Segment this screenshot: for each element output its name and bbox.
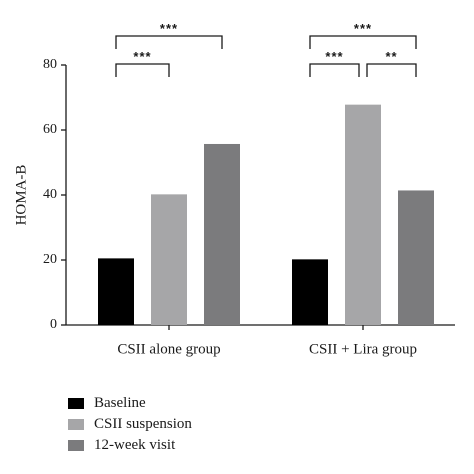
significance-label: ***: [133, 49, 151, 64]
bar-12-week-visit: [398, 190, 434, 325]
axes: 0 20 40 60 80 CSII alone group CSII + Lira gro…: [43, 57, 455, 357]
bar-csii-suspension: [151, 194, 187, 325]
bar-12-week-visit: [204, 143, 240, 325]
legend-swatch: [68, 419, 84, 430]
legend-label: CSII suspension: [94, 416, 192, 432]
significance-bracket: [115, 35, 223, 49]
legend-item: CSII suspension: [68, 414, 192, 435]
legend-item: 12-week visit: [68, 435, 192, 456]
significance-label: ***: [325, 49, 343, 64]
significance-bracket: [309, 35, 417, 49]
y-tick-label: 0: [50, 317, 57, 332]
y-tick-label: 40: [43, 187, 57, 202]
y-axis-title: HOMA-B: [13, 165, 29, 226]
significance-bracket: [115, 63, 170, 77]
y-tick-label: 60: [43, 122, 57, 137]
significance-brackets: ************ **: [115, 21, 417, 77]
x-category-label: CSII alone group: [117, 341, 220, 357]
legend-label: 12-week visit: [94, 437, 176, 453]
bars: [98, 104, 434, 326]
x-category-label: CSII + Lira group: [309, 341, 417, 357]
legend-swatch: [68, 440, 84, 451]
y-tick-label: 80: [43, 57, 57, 72]
significance-label: **: [385, 49, 397, 64]
significance-label: ***: [354, 21, 372, 36]
bar-csii-suspension: [345, 104, 381, 326]
bar-baseline: [292, 259, 328, 325]
y-tick-label: 20: [43, 252, 57, 267]
legend-label: Baseline: [94, 395, 146, 411]
significance-bracket: [366, 63, 417, 77]
legend-swatch: [68, 398, 84, 409]
significance-label: ***: [160, 21, 178, 36]
legend: Baseline CSII suspension 12-week visit: [68, 393, 192, 456]
bar-baseline: [98, 258, 134, 325]
legend-item: Baseline: [68, 393, 192, 414]
significance-bracket: [309, 63, 360, 77]
